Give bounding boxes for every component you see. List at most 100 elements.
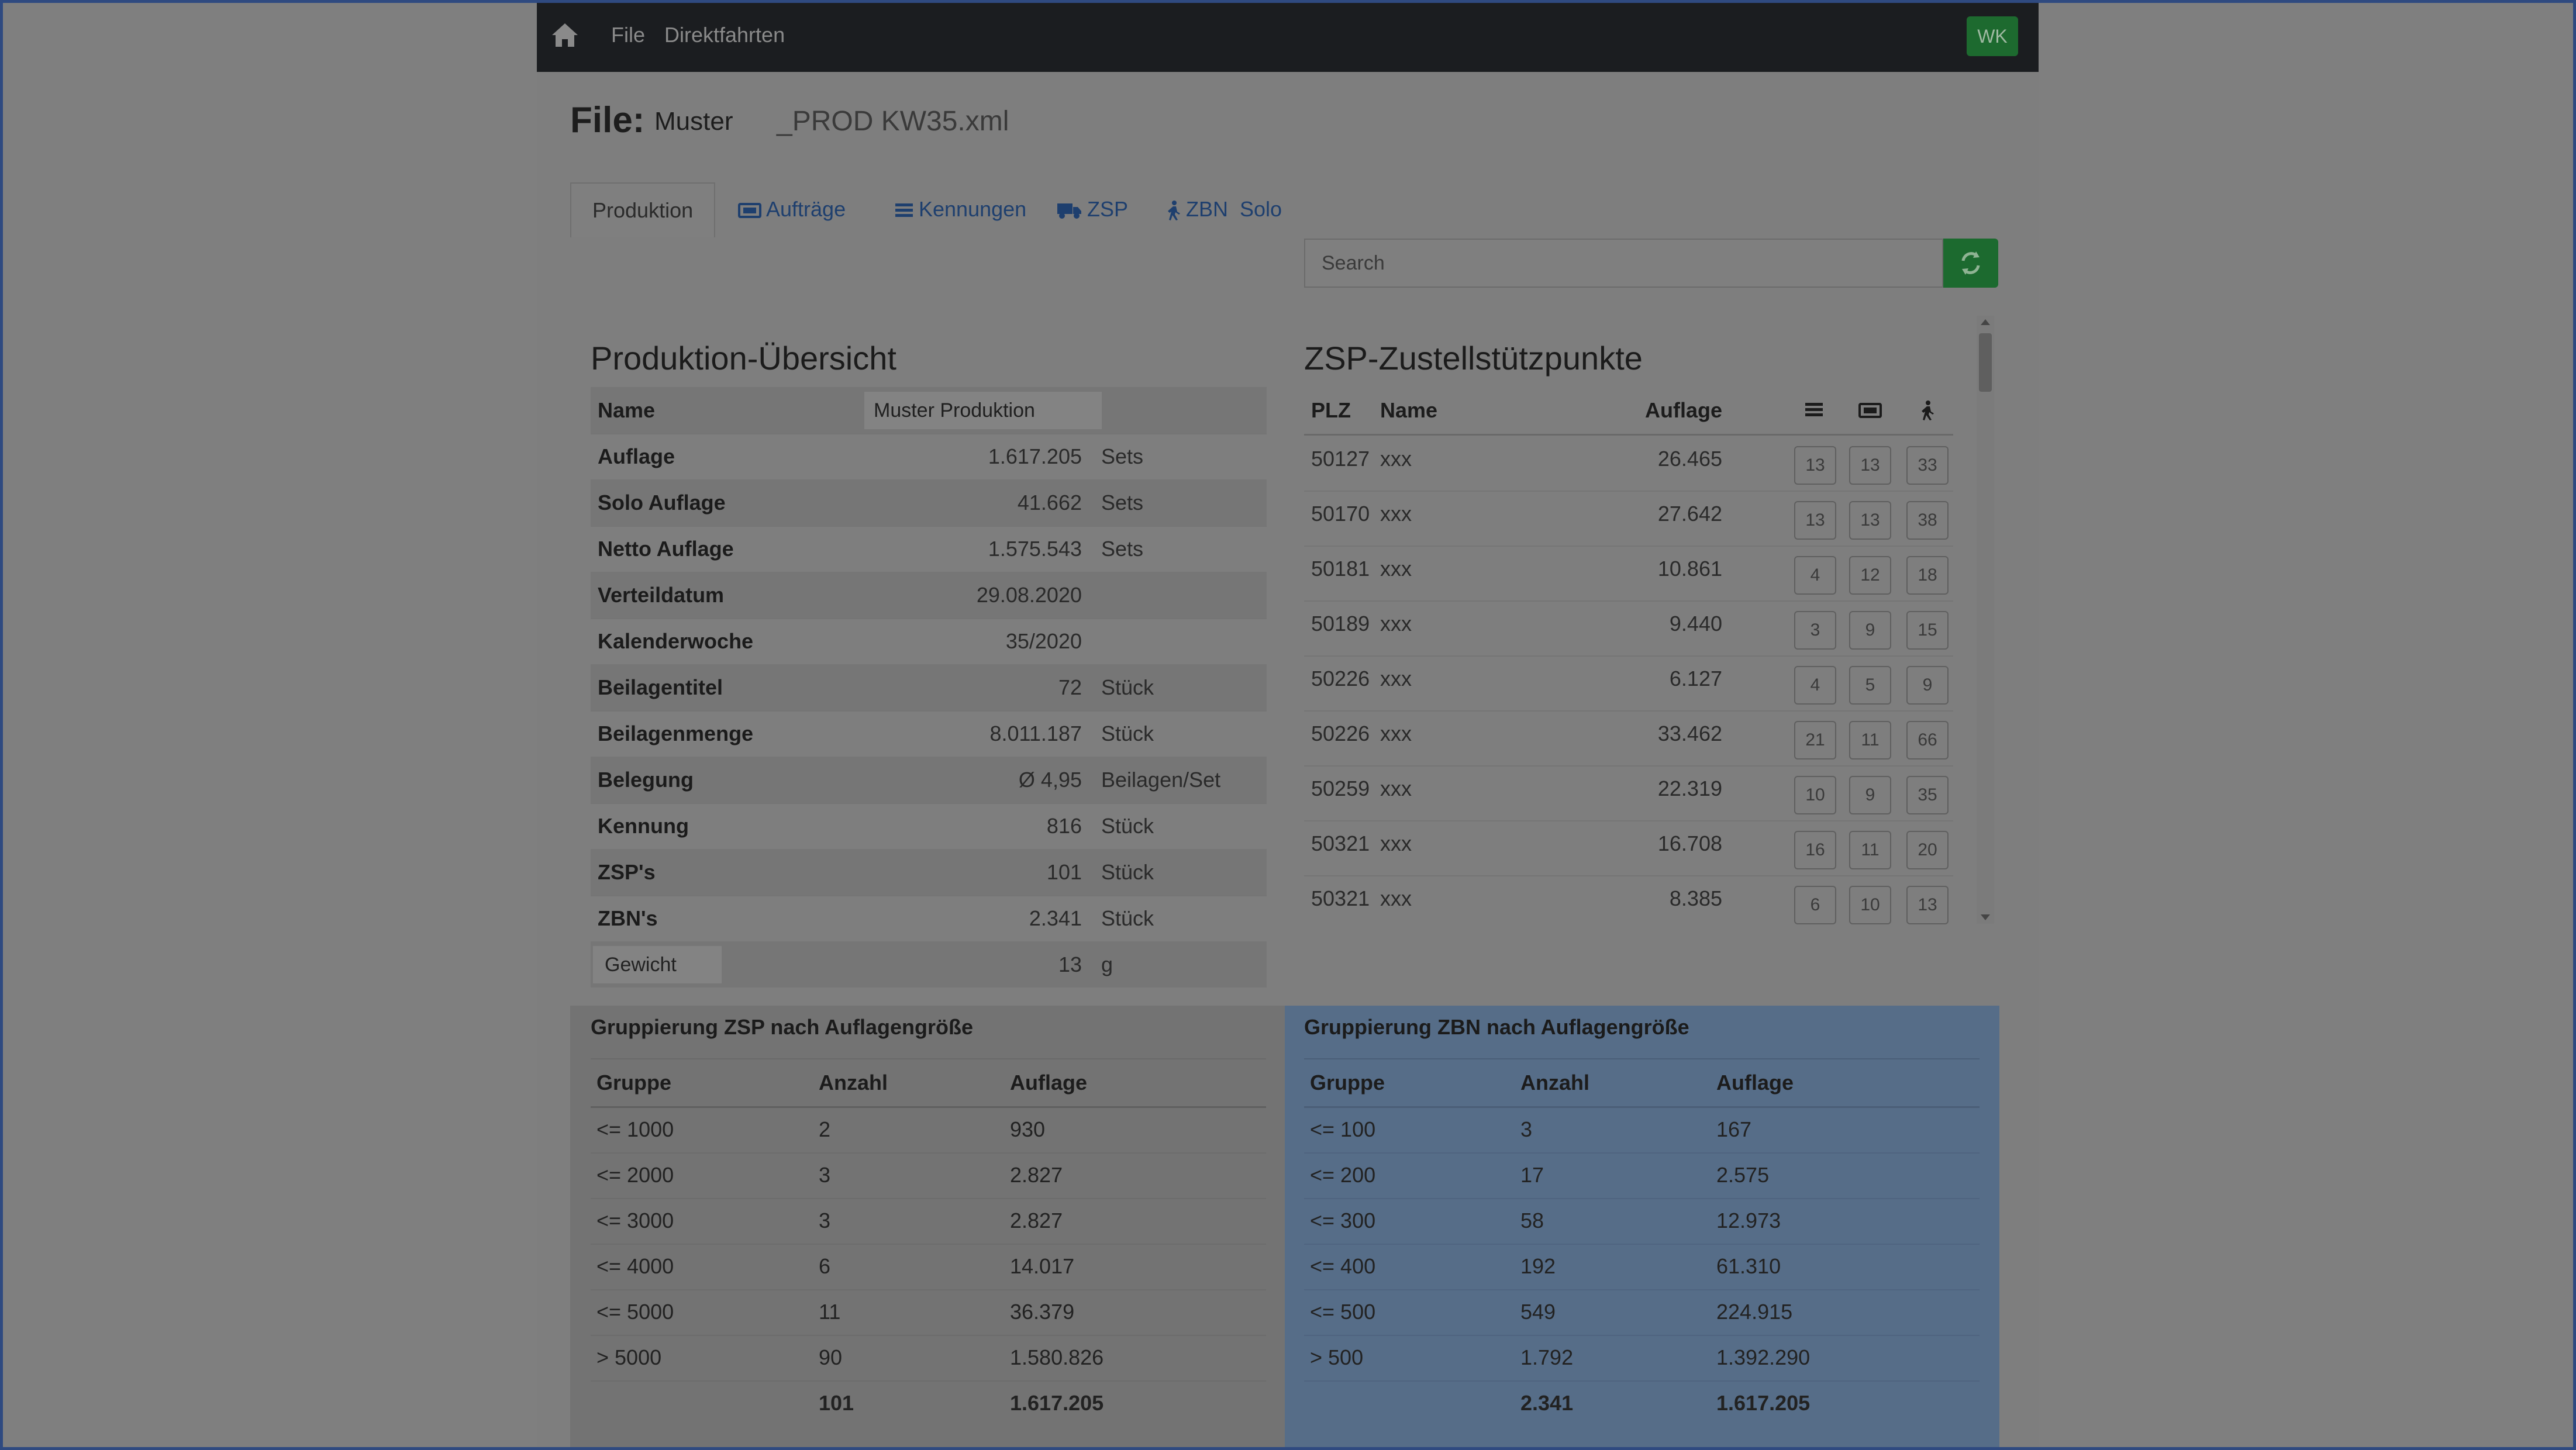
kennungen-badge[interactable]: 4 — [1794, 666, 1836, 705]
row-unit: Sets — [1101, 537, 1144, 561]
auftraege-badge[interactable]: 5 — [1849, 666, 1891, 705]
scroll-down-arrow[interactable] — [1981, 914, 1990, 920]
kennungen-badge[interactable]: 16 — [1794, 831, 1836, 869]
zsp-scrollbar[interactable] — [1977, 316, 1994, 924]
row-value: 101 — [1046, 860, 1082, 884]
row-label: Solo Auflage — [598, 491, 726, 515]
zbn-badge[interactable]: 15 — [1906, 611, 1949, 650]
scroll-up-arrow[interactable] — [1981, 319, 1990, 325]
total-row: 101 1.617.205 — [591, 1380, 1266, 1426]
table-row: Beilagenmenge 8.011.187 Stück — [591, 710, 1267, 758]
header-gruppe: Gruppe — [596, 1071, 672, 1095]
tab-label: Produktion — [592, 198, 694, 222]
search-input[interactable]: Search — [1304, 239, 1943, 288]
home-icon[interactable] — [550, 21, 580, 49]
file-name-suffix: _PROD KW35.xml — [777, 106, 1009, 137]
file-label: File: — [570, 100, 645, 140]
row-label: ZBN's — [598, 906, 658, 930]
zbn-badge[interactable]: 33 — [1906, 446, 1949, 485]
header-plz: PLZ — [1311, 398, 1351, 422]
zsp-auflage: 16.708 — [1657, 831, 1722, 855]
table-row[interactable]: 50189 xxx 9.440 3 9 15 — [1304, 600, 1953, 657]
kennungen-badge[interactable]: 21 — [1794, 721, 1836, 759]
table-row: <= 200 17 2.575 — [1304, 1152, 1980, 1199]
cell-anzahl: 3 — [819, 1209, 831, 1232]
auftraege-badge[interactable]: 12 — [1849, 556, 1891, 595]
row-value: 816 — [1046, 814, 1082, 838]
row-value: 8.011.187 — [989, 721, 1082, 745]
auftraege-badge[interactable]: 11 — [1849, 721, 1891, 759]
auftraege-badge[interactable]: 13 — [1849, 501, 1891, 540]
table-row[interactable]: 50259 xxx 22.319 10 9 35 — [1304, 765, 1953, 821]
total-row: 2.341 1.617.205 — [1304, 1380, 1980, 1426]
table-row[interactable]: 50181 xxx 10.861 4 12 18 — [1304, 546, 1953, 602]
zbn-badge[interactable]: 66 — [1906, 721, 1949, 759]
zbn-badge[interactable]: 38 — [1906, 501, 1949, 540]
header-anzahl: Anzahl — [1520, 1071, 1590, 1095]
tab-label: ZSP — [1087, 197, 1129, 221]
tab-produktion[interactable]: Produktion — [570, 182, 716, 237]
table-row: <= 300 58 12.973 — [1304, 1198, 1980, 1245]
table-row[interactable]: 50226 xxx 33.462 21 11 66 — [1304, 710, 1953, 767]
tab-label: Solo — [1240, 197, 1282, 221]
zbn-badge[interactable]: 20 — [1906, 831, 1949, 869]
cell-anzahl: 3 — [1520, 1117, 1533, 1141]
table-row[interactable]: 50170 xxx 27.642 13 13 38 — [1304, 491, 1953, 547]
cell-gruppe: <= 500 — [1310, 1300, 1376, 1324]
row-label: Verteildatum — [598, 583, 725, 607]
production-name-field[interactable]: Muster Produktion — [864, 392, 1102, 429]
nav-direktfahrten[interactable]: Direktfahrten — [664, 23, 785, 47]
group-zbn-panel: Gruppierung ZBN nach Auflagengröße Grupp… — [1285, 1006, 1999, 1450]
tab-bar: Produktion Aufträge Kennungen ZSP ZBN So… — [570, 182, 2003, 237]
tab-auftraege[interactable]: Aufträge — [738, 182, 846, 236]
cell-auflage: 14.017 — [1010, 1254, 1075, 1278]
table-row[interactable]: 50226 xxx 6.127 4 5 9 — [1304, 655, 1953, 712]
cell-anzahl: 90 — [819, 1345, 843, 1369]
table-row[interactable]: 50127 xxx 26.465 13 13 33 — [1304, 436, 1953, 492]
kennungen-badge[interactable]: 4 — [1794, 556, 1836, 595]
cell-auflage: 61.310 — [1716, 1254, 1781, 1278]
tab-zbn[interactable]: ZBN — [1166, 182, 1228, 236]
kennungen-badge[interactable]: 10 — [1794, 776, 1836, 814]
zsp-name: xxx — [1380, 886, 1412, 910]
table-row: <= 5000 11 36.379 — [591, 1289, 1266, 1336]
page-container: File Direktfahrten WK File: Muster _PROD… — [537, 0, 2039, 1450]
tab-solo[interactable]: Solo — [1240, 182, 1282, 236]
tab-kennungen[interactable]: Kennungen — [894, 182, 1026, 236]
kennungen-badge[interactable]: 3 — [1794, 611, 1836, 650]
scroll-thumb[interactable] — [1979, 333, 1992, 392]
group-zsp-title: Gruppierung ZSP nach Auflagengröße — [591, 1015, 974, 1039]
nav-file[interactable]: File — [611, 23, 646, 47]
zbn-badge[interactable]: 13 — [1906, 886, 1949, 924]
row-unit: g — [1101, 952, 1113, 976]
kennungen-badge[interactable]: 13 — [1794, 501, 1836, 540]
table-row[interactable]: 50321 xxx 8.385 6 10 13 — [1304, 875, 1953, 925]
auftraege-badge[interactable]: 11 — [1849, 831, 1891, 869]
zsp-plz: 50127 — [1311, 447, 1370, 471]
cell-anzahl: 17 — [1520, 1163, 1544, 1187]
cell-auflage: 930 — [1010, 1117, 1046, 1141]
weight-label-field[interactable]: Gewicht — [593, 946, 722, 983]
table-row: Kalenderwoche 35/2020 — [591, 618, 1267, 665]
zbn-badge[interactable]: 35 — [1906, 776, 1949, 814]
table-row: > 500 1.792 1.392.290 — [1304, 1335, 1980, 1382]
auftraege-badge[interactable]: 13 — [1849, 446, 1891, 485]
row-label: Beilagenmenge — [598, 721, 754, 745]
tab-zsp[interactable]: ZSP — [1057, 182, 1128, 236]
tab-label: ZBN — [1186, 197, 1228, 221]
auftraege-badge[interactable]: 10 — [1849, 886, 1891, 924]
zbn-badge[interactable]: 9 — [1906, 666, 1949, 705]
kennungen-badge[interactable]: 6 — [1794, 886, 1836, 924]
refresh-button[interactable] — [1943, 239, 1998, 288]
zbn-badge[interactable]: 18 — [1906, 556, 1949, 595]
auftraege-badge[interactable]: 9 — [1849, 776, 1891, 814]
user-avatar[interactable]: WK — [1967, 16, 2018, 56]
zsp-plz: 50226 — [1311, 721, 1370, 745]
cell-gruppe: <= 2000 — [596, 1163, 674, 1187]
row-unit: Beilagen/Set — [1101, 768, 1221, 792]
kennungen-badge[interactable]: 13 — [1794, 446, 1836, 485]
table-row[interactable]: 50321 xxx 16.708 16 11 20 — [1304, 820, 1953, 876]
auftraege-badge[interactable]: 9 — [1849, 611, 1891, 650]
row-unit: Sets — [1101, 444, 1144, 468]
top-navbar: File Direktfahrten WK — [537, 0, 2039, 72]
